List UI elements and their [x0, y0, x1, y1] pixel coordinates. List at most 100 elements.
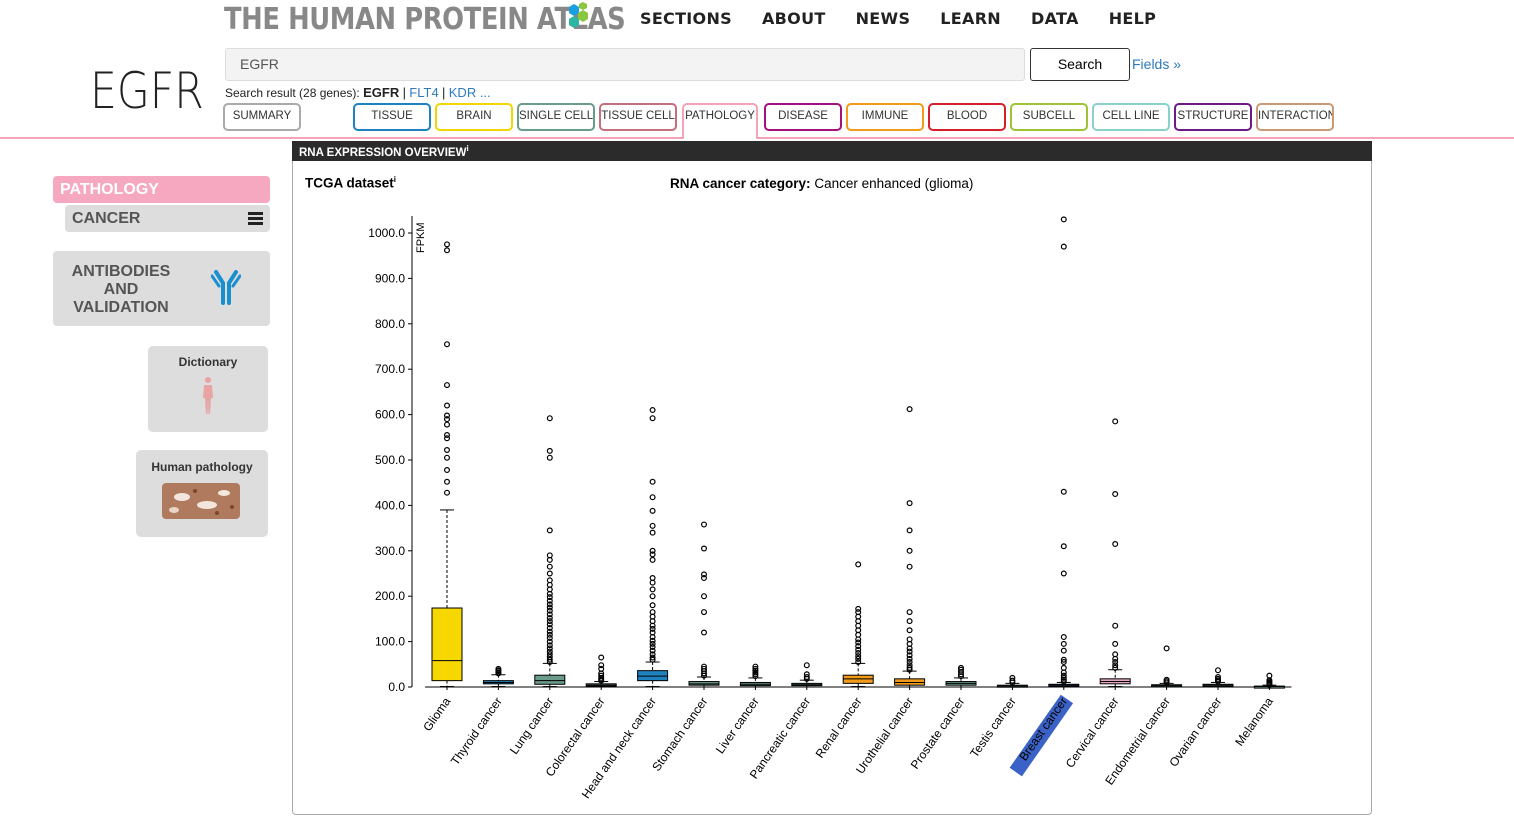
dictionary-card[interactable]: Dictionary [148, 346, 268, 432]
outlier-breast-cancer [1060, 216, 1067, 223]
nav-sections[interactable]: SECTIONS [640, 9, 732, 28]
outlier-lung-cancer [546, 618, 553, 625]
search-result-link-flt4[interactable]: FLT4 [409, 85, 439, 100]
outlier-stomach-cancer [701, 665, 708, 672]
outlier-lung-cancer [546, 645, 553, 652]
outlier-lung-cancer [546, 642, 553, 649]
fields-link[interactable]: Fields » [1132, 56, 1182, 72]
main-nav: SECTIONS ABOUT NEWS LEARN DATA HELP [640, 9, 1186, 28]
outlier-lung-cancer [546, 594, 553, 601]
outlier-lung-cancer [546, 597, 553, 604]
menu-icon[interactable] [248, 212, 263, 225]
tab-subcell[interactable]: SUBCELL [1010, 103, 1088, 131]
outlier-glioma [444, 466, 451, 473]
outlier-head-and-neck-cancer [649, 593, 656, 600]
x-tick-label-testis-cancer: Testis cancer [967, 695, 1019, 760]
gene-title: EGFR [90, 62, 204, 120]
tab-disease[interactable]: DISEASE [764, 103, 842, 131]
y-tick-label: 300.0 [375, 544, 405, 558]
outlier-stomach-cancer [701, 571, 708, 578]
x-tick-label-liver-cancer: Liver cancer [713, 695, 762, 757]
tab-immune[interactable]: IMMUNE [846, 103, 924, 131]
y-tick-label: 500.0 [375, 453, 405, 467]
highlight-breast-cancer [1009, 694, 1074, 777]
outlier-renal-cancer [855, 561, 862, 568]
search-button[interactable]: Search [1030, 48, 1130, 81]
y-tick-label: 1000.0 [368, 226, 405, 240]
outlier-lung-cancer [546, 527, 553, 534]
sidebar-item-cancer[interactable]: CANCER [65, 205, 270, 232]
outlier-breast-cancer [1060, 640, 1067, 647]
search-result-prefix: Search result (28 genes): [225, 86, 360, 100]
tab-tissue[interactable]: TISSUE [353, 103, 431, 131]
outlier-endometrial-cancer [1163, 676, 1170, 683]
tab-single-cell[interactable]: SINGLE CELL [517, 103, 595, 131]
y-tick-label: 400.0 [375, 498, 405, 512]
nav-news[interactable]: NEWS [855, 9, 911, 28]
y-tick-label: 700.0 [375, 362, 405, 376]
info-icon[interactable]: i [466, 144, 469, 153]
outlier-head-and-neck-cancer [649, 640, 656, 647]
outlier-head-and-neck-cancer [649, 609, 656, 616]
sidebar-item-antibodies[interactable]: ANTIBODIES AND VALIDATION [53, 251, 270, 326]
outlier-liver-cancer [752, 669, 759, 676]
outlier-lung-cancer [546, 415, 553, 422]
search-result-link-kdr[interactable]: KDR ... [448, 85, 491, 100]
outlier-urothelial-cancer [906, 609, 913, 616]
outlier-glioma [444, 416, 451, 423]
outlier-liver-cancer [752, 673, 759, 680]
rna-cancer-category: RNA cancer category: Cancer enhanced (gl… [670, 176, 973, 191]
outlier-lung-cancer [546, 621, 553, 628]
outlier-head-and-neck-cancer [649, 647, 656, 654]
outlier-cervical-cancer [1112, 418, 1119, 425]
site-logo[interactable]: THE HUMAN PROTEIN ATLAS [224, 2, 626, 37]
tab-structure[interactable]: STRUCTURE [1174, 103, 1252, 131]
nav-help[interactable]: HELP [1108, 9, 1157, 28]
search-input[interactable]: EGFR [225, 48, 1025, 81]
nav-learn[interactable]: LEARN [940, 9, 1001, 28]
outlier-lung-cancer [546, 447, 553, 454]
outlier-glioma [444, 489, 451, 496]
x-tick-label-breast-cancer: Breast cancer [1016, 695, 1070, 764]
sidebar-item-pathology[interactable]: PATHOLOGY [53, 176, 270, 203]
x-tick-label-melanoma: Melanoma [1232, 694, 1276, 748]
outlier-cervical-cancer [1112, 651, 1119, 658]
tab-summary[interactable]: SUMMARY [223, 103, 301, 131]
panel-header: RNA EXPRESSION OVERVIEWi [292, 141, 1372, 161]
outlier-glioma [444, 478, 451, 485]
outlier-breast-cancer [1060, 543, 1067, 550]
outlier-breast-cancer [1060, 678, 1067, 685]
x-tick-label-stomach-cancer: Stomach cancer [649, 695, 710, 774]
outlier-breast-cancer [1060, 674, 1067, 681]
x-tick-label-cervical-cancer: Cervical cancer [1063, 695, 1122, 771]
y-tick-label: 100.0 [375, 635, 405, 649]
outlier-head-and-neck-cancer [649, 529, 656, 536]
tab-cell-line[interactable]: CELL LINE [1092, 103, 1170, 131]
nav-about[interactable]: ABOUT [761, 9, 826, 28]
info-icon[interactable]: i [393, 175, 396, 184]
outlier-urothelial-cancer [906, 662, 913, 669]
outlier-head-and-neck-cancer [649, 551, 656, 558]
outlier-liver-cancer [752, 667, 759, 674]
outlier-lung-cancer [546, 638, 553, 645]
tab-blood[interactable]: BLOOD [928, 103, 1006, 131]
separator: | [402, 85, 406, 100]
tab-tissue-cell[interactable]: TISSUE CELL [599, 103, 677, 131]
tab-brain[interactable]: BRAIN [435, 103, 513, 131]
outlier-colorectal-cancer [598, 665, 605, 672]
outlier-glioma [444, 432, 451, 439]
outlier-urothelial-cancer [906, 627, 913, 634]
human-pathology-card[interactable]: Human pathology [136, 450, 268, 537]
outlier-colorectal-cancer [598, 662, 605, 669]
outlier-urothelial-cancer [906, 563, 913, 570]
nav-data[interactable]: DATA [1031, 9, 1079, 28]
outlier-renal-cancer [855, 649, 862, 656]
tab-interaction[interactable]: INTERACTION [1256, 103, 1334, 131]
outlier-prostate-cancer [957, 664, 964, 671]
outlier-head-and-neck-cancer [649, 656, 656, 663]
outlier-lung-cancer [546, 570, 553, 577]
outlier-lung-cancer [546, 631, 553, 638]
outlier-head-and-neck-cancer [649, 478, 656, 485]
rna-expression-panel [292, 141, 1372, 815]
tab-pathology[interactable]: PATHOLOGY [682, 103, 758, 139]
